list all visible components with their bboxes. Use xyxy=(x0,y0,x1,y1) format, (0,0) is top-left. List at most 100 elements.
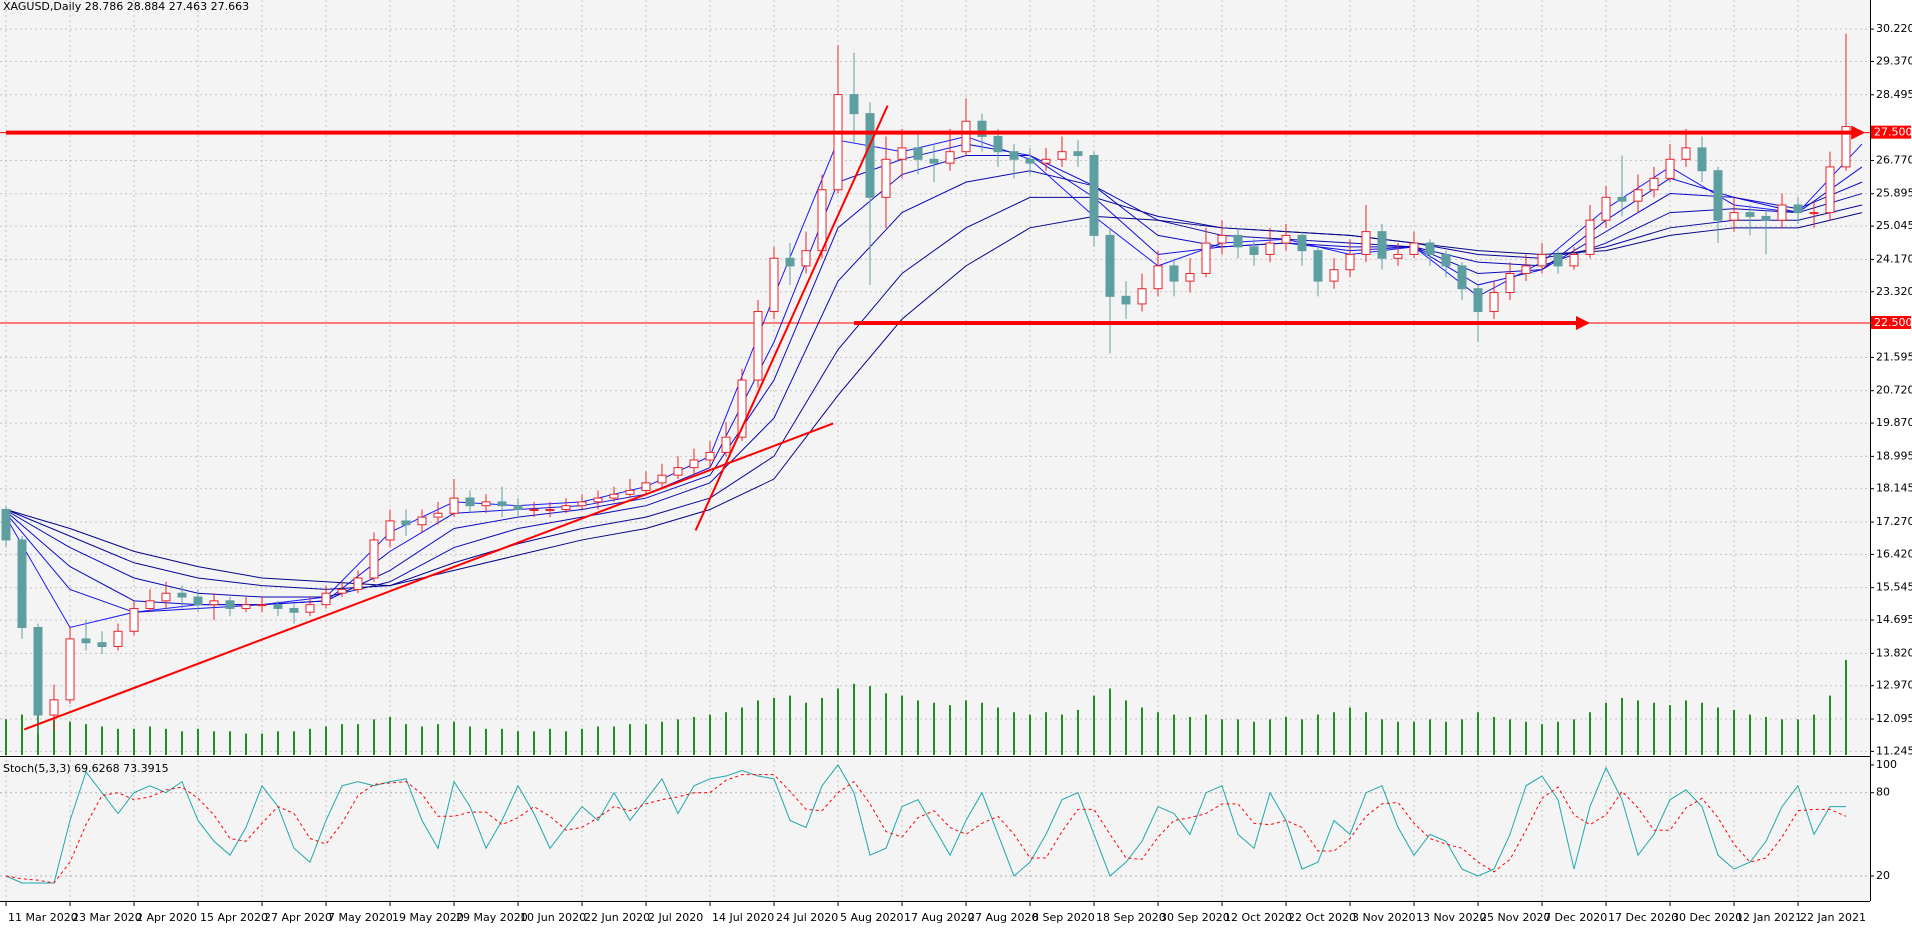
candle-body xyxy=(1281,234,1291,244)
candle-body xyxy=(257,604,267,607)
volume-bar xyxy=(1605,702,1607,755)
volume-bar xyxy=(453,721,455,755)
volume-bar xyxy=(1477,712,1479,755)
y-tick-label: 13.820 xyxy=(1876,646,1912,659)
volume-bar xyxy=(1157,712,1159,755)
candle-body xyxy=(1617,196,1627,202)
volume-bar xyxy=(1717,707,1719,755)
candle-body xyxy=(1793,204,1803,214)
x-tick-label: 19 May 2020 xyxy=(392,911,464,924)
candle-body xyxy=(817,189,827,252)
y-tick-label: 26.770 xyxy=(1876,153,1912,166)
y-tick-label: 18.145 xyxy=(1876,482,1912,495)
volume-bar xyxy=(1397,721,1399,755)
candle-body xyxy=(1265,242,1275,255)
volume-bar xyxy=(885,693,887,755)
candle-body xyxy=(961,120,971,153)
volume-bar xyxy=(1701,702,1703,755)
volume-bar xyxy=(69,721,71,755)
y-tick-label: 29.370 xyxy=(1876,54,1912,67)
volume-bar xyxy=(1829,695,1831,755)
y-tick-label: 18.995 xyxy=(1876,449,1912,462)
candle-body xyxy=(1329,269,1339,282)
volume-bar xyxy=(1637,700,1639,755)
candle-body xyxy=(593,497,603,503)
volume-bar xyxy=(581,728,583,755)
volume-bar xyxy=(1653,702,1655,755)
volume-bar xyxy=(1013,712,1015,755)
x-tick-label: 12 Jan 2021 xyxy=(1736,911,1802,924)
volume-bar xyxy=(565,731,567,755)
volume-bar xyxy=(1557,721,1559,755)
x-tick-label: 5 Aug 2020 xyxy=(840,911,903,924)
candle-body xyxy=(1153,265,1163,290)
x-tick-label: 8 Sep 2020 xyxy=(1032,911,1095,924)
candle-body xyxy=(881,158,891,198)
candle-body xyxy=(1729,212,1739,221)
x-tick-label: 15 Apr 2020 xyxy=(200,911,268,924)
candle-body xyxy=(1633,189,1643,202)
candle-body xyxy=(273,604,283,609)
candle-body xyxy=(1681,147,1691,160)
trend-line xyxy=(23,422,834,731)
x-tick-label: 11 Mar 2020 xyxy=(8,911,78,924)
candle-body xyxy=(241,604,251,609)
candle-body xyxy=(1489,292,1499,313)
candle-body xyxy=(801,250,811,267)
volume-bar xyxy=(1685,700,1687,755)
volume-bar xyxy=(933,702,935,755)
volume-bar xyxy=(629,724,631,755)
candle-body xyxy=(1585,219,1595,255)
volume-bar xyxy=(5,719,7,755)
candle-body xyxy=(849,94,859,115)
plot-layer xyxy=(0,0,1870,901)
volume-bar xyxy=(373,719,375,755)
candle-body xyxy=(929,158,939,164)
volume-bar xyxy=(645,724,647,755)
candle-body xyxy=(145,600,155,609)
volume-bar xyxy=(469,726,471,755)
x-tick-label: 27 Apr 2020 xyxy=(264,911,332,924)
candle-body xyxy=(1553,253,1563,267)
candle-body xyxy=(561,505,571,510)
volume-bar xyxy=(389,717,391,755)
volume-bar xyxy=(1285,717,1287,755)
candle-body xyxy=(1745,212,1755,217)
candle-body xyxy=(225,600,235,609)
candle-body xyxy=(529,508,539,511)
volume-bar xyxy=(1301,719,1303,755)
y-tick-label: 19.870 xyxy=(1876,416,1912,429)
volume-bar xyxy=(421,726,423,755)
candle-body xyxy=(1473,288,1483,313)
volume-bar xyxy=(997,707,999,755)
volume-bar xyxy=(149,726,151,755)
y-tick-label: 14.695 xyxy=(1876,613,1912,626)
y-tick-label: 25.895 xyxy=(1876,187,1912,200)
candle-body xyxy=(1233,234,1243,248)
candle-body xyxy=(81,638,91,644)
arrow-head xyxy=(1576,315,1590,330)
volume-bar xyxy=(1221,719,1223,755)
x-tick-label: 22 Jan 2021 xyxy=(1800,911,1866,924)
candle-body xyxy=(913,147,923,160)
volume-bar xyxy=(245,733,247,755)
volume-bar xyxy=(197,728,199,755)
candle-body xyxy=(33,626,43,716)
x-tick-label: 2 Jul 2020 xyxy=(648,911,703,924)
volume-bar xyxy=(181,731,183,755)
volume-bar xyxy=(741,707,743,755)
volume-bar xyxy=(53,719,55,755)
candle-body xyxy=(321,592,331,606)
stoch-tick-label: 20 xyxy=(1876,869,1890,882)
candle-body xyxy=(721,436,731,453)
candle-body xyxy=(753,311,763,381)
volume-bar xyxy=(597,726,599,755)
volume-bar xyxy=(1333,712,1335,755)
x-tick-label: 27 Aug 2020 xyxy=(968,911,1038,924)
candle-body xyxy=(577,501,587,507)
x-tick-label: 2 Apr 2020 xyxy=(136,911,197,924)
candle-body xyxy=(1601,196,1611,221)
volume-bar xyxy=(613,726,615,755)
volume-bar xyxy=(517,731,519,755)
